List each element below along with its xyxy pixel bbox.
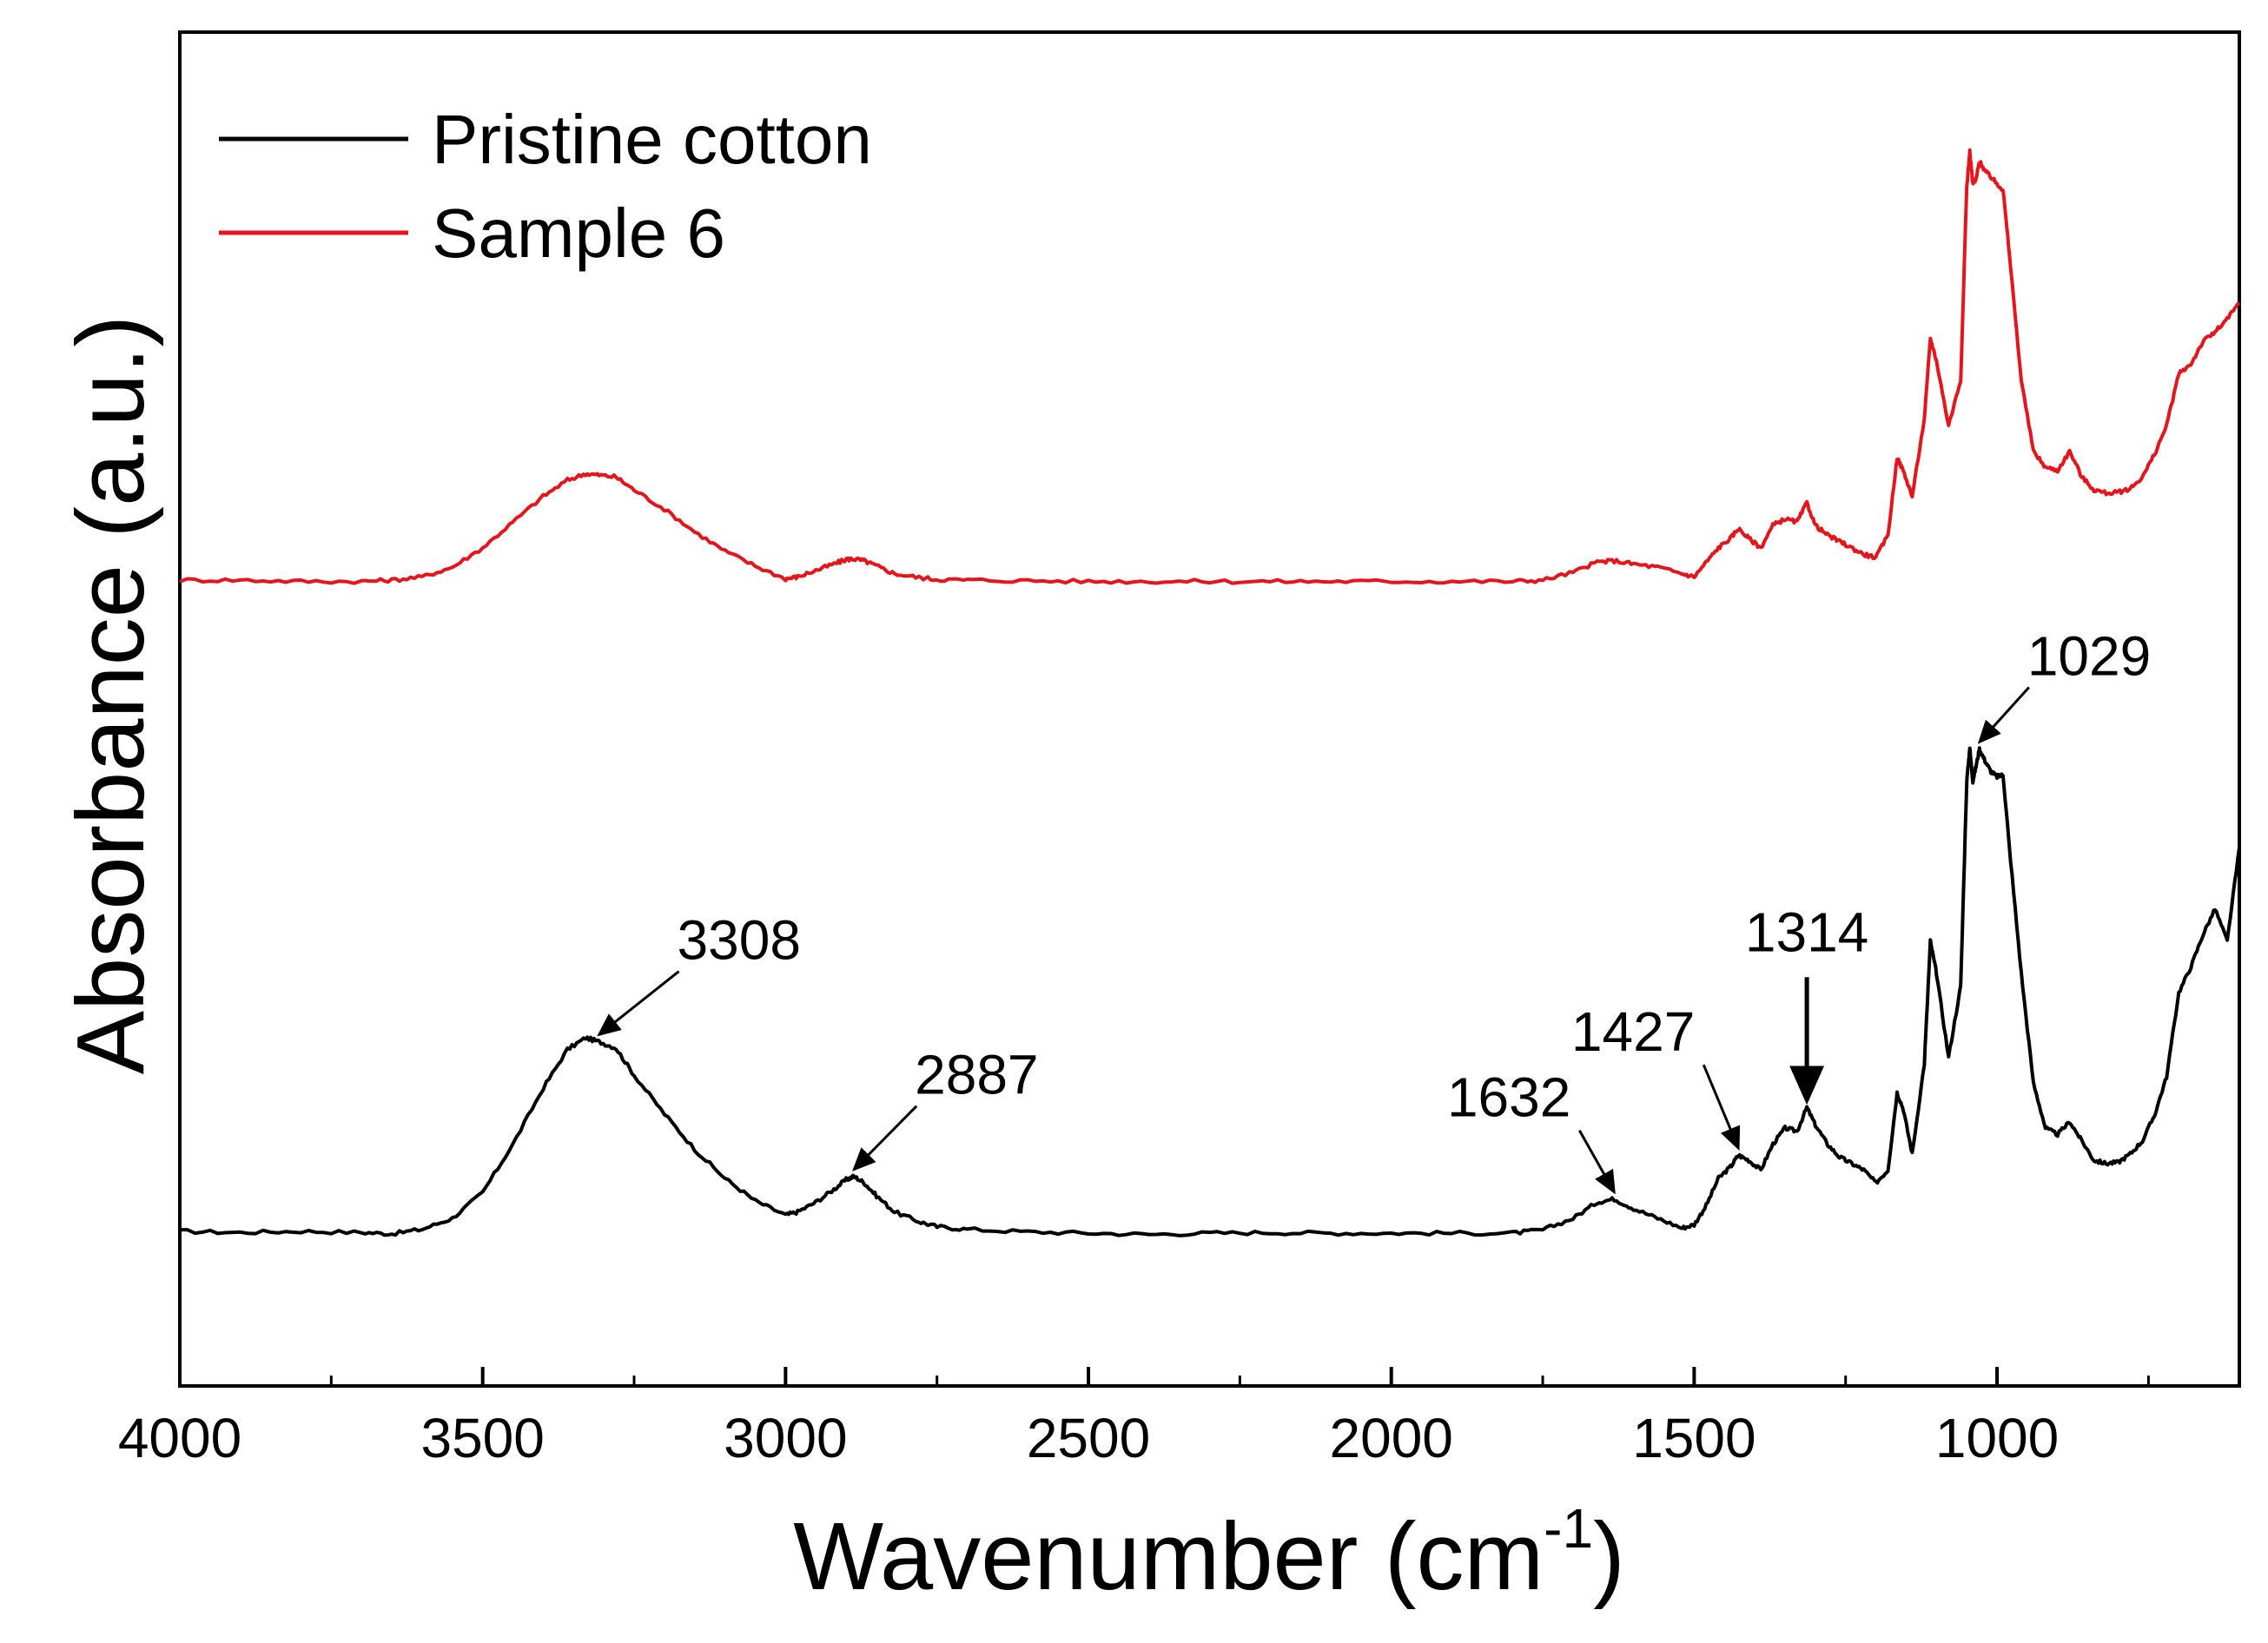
plot-frame — [178, 30, 2241, 1388]
annotation-arrow-1632 — [1578, 1129, 1616, 1195]
annotation-label-1632: 1632 — [1447, 1066, 1570, 1129]
legend: Pristine cotton Sample 6 — [219, 101, 872, 272]
y-axis-title: Absorbance (a.u.) — [57, 315, 164, 1074]
x-tick-label-1000: 1000 — [1935, 1407, 2059, 1469]
x-axis-title-close: ) — [1593, 1503, 1625, 1610]
x-tick-label-2000: 2000 — [1330, 1407, 1453, 1469]
x-tick-label-3000: 3000 — [724, 1407, 847, 1469]
x-axis-title: Wavenumber (cm-1) — [793, 1497, 1624, 1610]
annotation-label-1314: 1314 — [1745, 901, 1868, 963]
annotation-label-2887: 2887 — [915, 1044, 1038, 1106]
x-tick-label-4000: 4000 — [118, 1407, 241, 1469]
annotation-arrow-3308 — [597, 970, 680, 1037]
x-tick-label-1500: 1500 — [1632, 1407, 1756, 1469]
x-tick-label-3500: 3500 — [420, 1407, 544, 1469]
series-line-pristine-cotton — [180, 746, 2241, 1237]
annotation-arrow-2887 — [852, 1105, 918, 1171]
annotation-label-1427: 1427 — [1571, 1000, 1695, 1063]
x-axis-ticks: 4000 3500 3000 2500 2000 1500 1000 — [118, 1367, 2150, 1469]
x-axis-title-superscript: -1 — [1544, 1497, 1593, 1560]
series-layer — [179, 148, 2241, 1237]
annotation-label-1029: 1029 — [2027, 625, 2151, 688]
annotation-arrow-1427 — [1702, 1064, 1741, 1151]
legend-label-pristine-cotton: Pristine cotton — [432, 101, 872, 178]
x-tick-label-2500: 2500 — [1027, 1407, 1150, 1469]
annotation-arrow-1029 — [1977, 686, 2030, 744]
legend-label-sample-6: Sample 6 — [432, 195, 725, 272]
x-axis-title-main: Wavenumber (cm — [793, 1503, 1544, 1610]
annotation-label-3308: 3308 — [678, 909, 801, 972]
series-line-sample-6 — [179, 148, 2241, 585]
